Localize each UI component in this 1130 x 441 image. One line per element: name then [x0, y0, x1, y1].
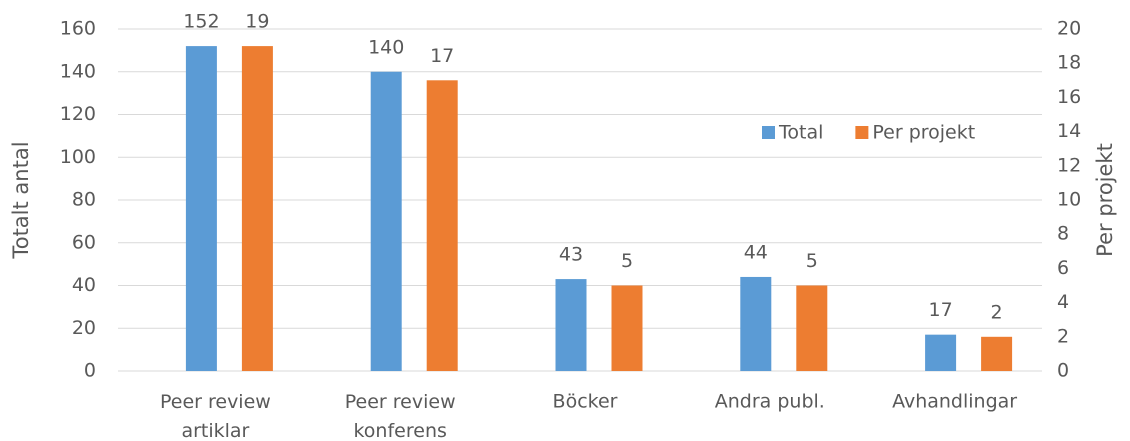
y2-tick-label: 0 [1057, 360, 1069, 382]
y2-tick-label: 18 [1057, 52, 1081, 74]
value-label: 2 [991, 301, 1003, 323]
value-label: 5 [806, 250, 818, 272]
value-label: 17 [430, 45, 454, 67]
bar [981, 336, 1013, 371]
y2-axis-title: Per projekt [1093, 143, 1117, 257]
y2-tick-label: 16 [1057, 86, 1081, 108]
y-tick-label: 120 [60, 103, 96, 125]
x-tick-label: Böcker [553, 391, 618, 413]
y2-tick-label: 4 [1057, 291, 1069, 313]
y2-tick-label: 6 [1057, 257, 1069, 279]
legend-label: Per projekt [872, 122, 975, 144]
y2-tick-label: 10 [1057, 189, 1081, 211]
x-tick-label: Peer review konferens [345, 391, 456, 441]
value-label: 44 [744, 241, 768, 263]
y-axis-title: Totalt antal [9, 141, 33, 259]
y-tick-label: 20 [72, 317, 96, 339]
bar [185, 46, 217, 371]
legend-swatch [762, 126, 775, 139]
y-tick-label: 80 [72, 189, 96, 211]
value-label: 17 [929, 299, 953, 321]
value-label: 19 [245, 11, 269, 33]
y2-tick-label: 8 [1057, 223, 1069, 245]
bar [370, 71, 402, 371]
y2-tick-label: 2 [1057, 325, 1069, 347]
legend-swatch [855, 126, 869, 139]
y-tick-label: 0 [84, 360, 96, 382]
y-tick-label: 100 [60, 146, 96, 168]
y-tick-label: 160 [60, 18, 96, 40]
value-label: 43 [559, 244, 583, 266]
bar [796, 285, 828, 371]
y-tick-label: 140 [60, 60, 96, 82]
bar [740, 276, 772, 371]
bar [241, 46, 273, 371]
value-label: 140 [368, 36, 404, 58]
x-tick-label: Peer review artiklar [160, 391, 271, 441]
x-tick-label: Andra publ. [715, 391, 825, 413]
y2-tick-label: 14 [1057, 120, 1081, 142]
value-label: 152 [183, 11, 219, 33]
y2-tick-label: 20 [1057, 18, 1081, 40]
x-tick-label: Avhandlingar [892, 391, 1017, 413]
y-tick-label: 40 [72, 274, 96, 296]
legend-label: Total [778, 122, 823, 144]
value-label: 5 [621, 250, 633, 272]
y-tick-label: 60 [72, 231, 96, 253]
bar [555, 279, 587, 371]
bar [611, 285, 643, 371]
bar [426, 80, 458, 372]
y2-tick-label: 12 [1057, 154, 1081, 176]
bar [925, 334, 957, 371]
